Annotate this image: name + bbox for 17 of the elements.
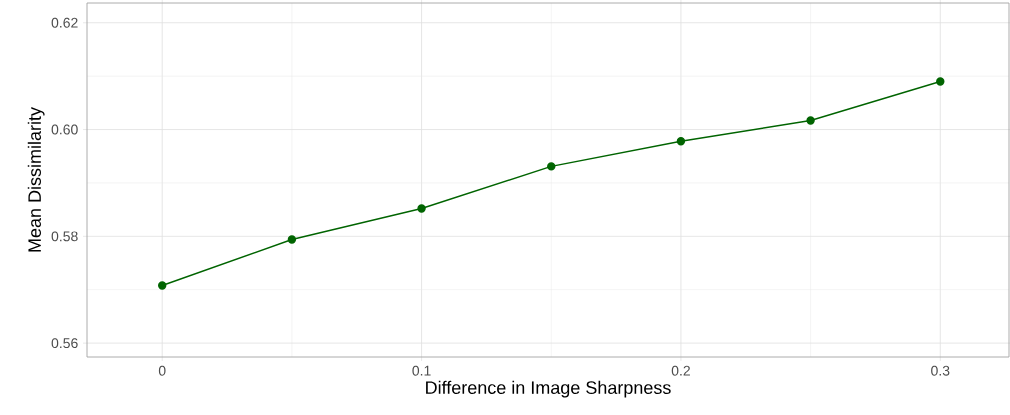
point (417, 204, 426, 213)
y-tick-label: 0.60 (51, 124, 78, 135)
x-tick-label: 0.2 (671, 365, 690, 376)
x-tick-label: 0.1 (412, 365, 431, 376)
point (676, 137, 686, 146)
x-axis-title: Difference in Image Sharpness (426, 380, 671, 398)
point (287, 235, 297, 244)
point (158, 281, 167, 290)
point (936, 77, 945, 86)
y-axis-title: Mean Dissimilarity (27, 107, 45, 252)
point (547, 162, 556, 171)
y-tick-label: 0.62 (51, 17, 78, 28)
y-tick-label: 0.58 (51, 231, 78, 242)
x-tick-label: 0 (158, 365, 166, 376)
x-tick-label: 0.3 (931, 365, 950, 376)
y-tick-label: 0.56 (51, 338, 78, 349)
point (806, 116, 815, 125)
